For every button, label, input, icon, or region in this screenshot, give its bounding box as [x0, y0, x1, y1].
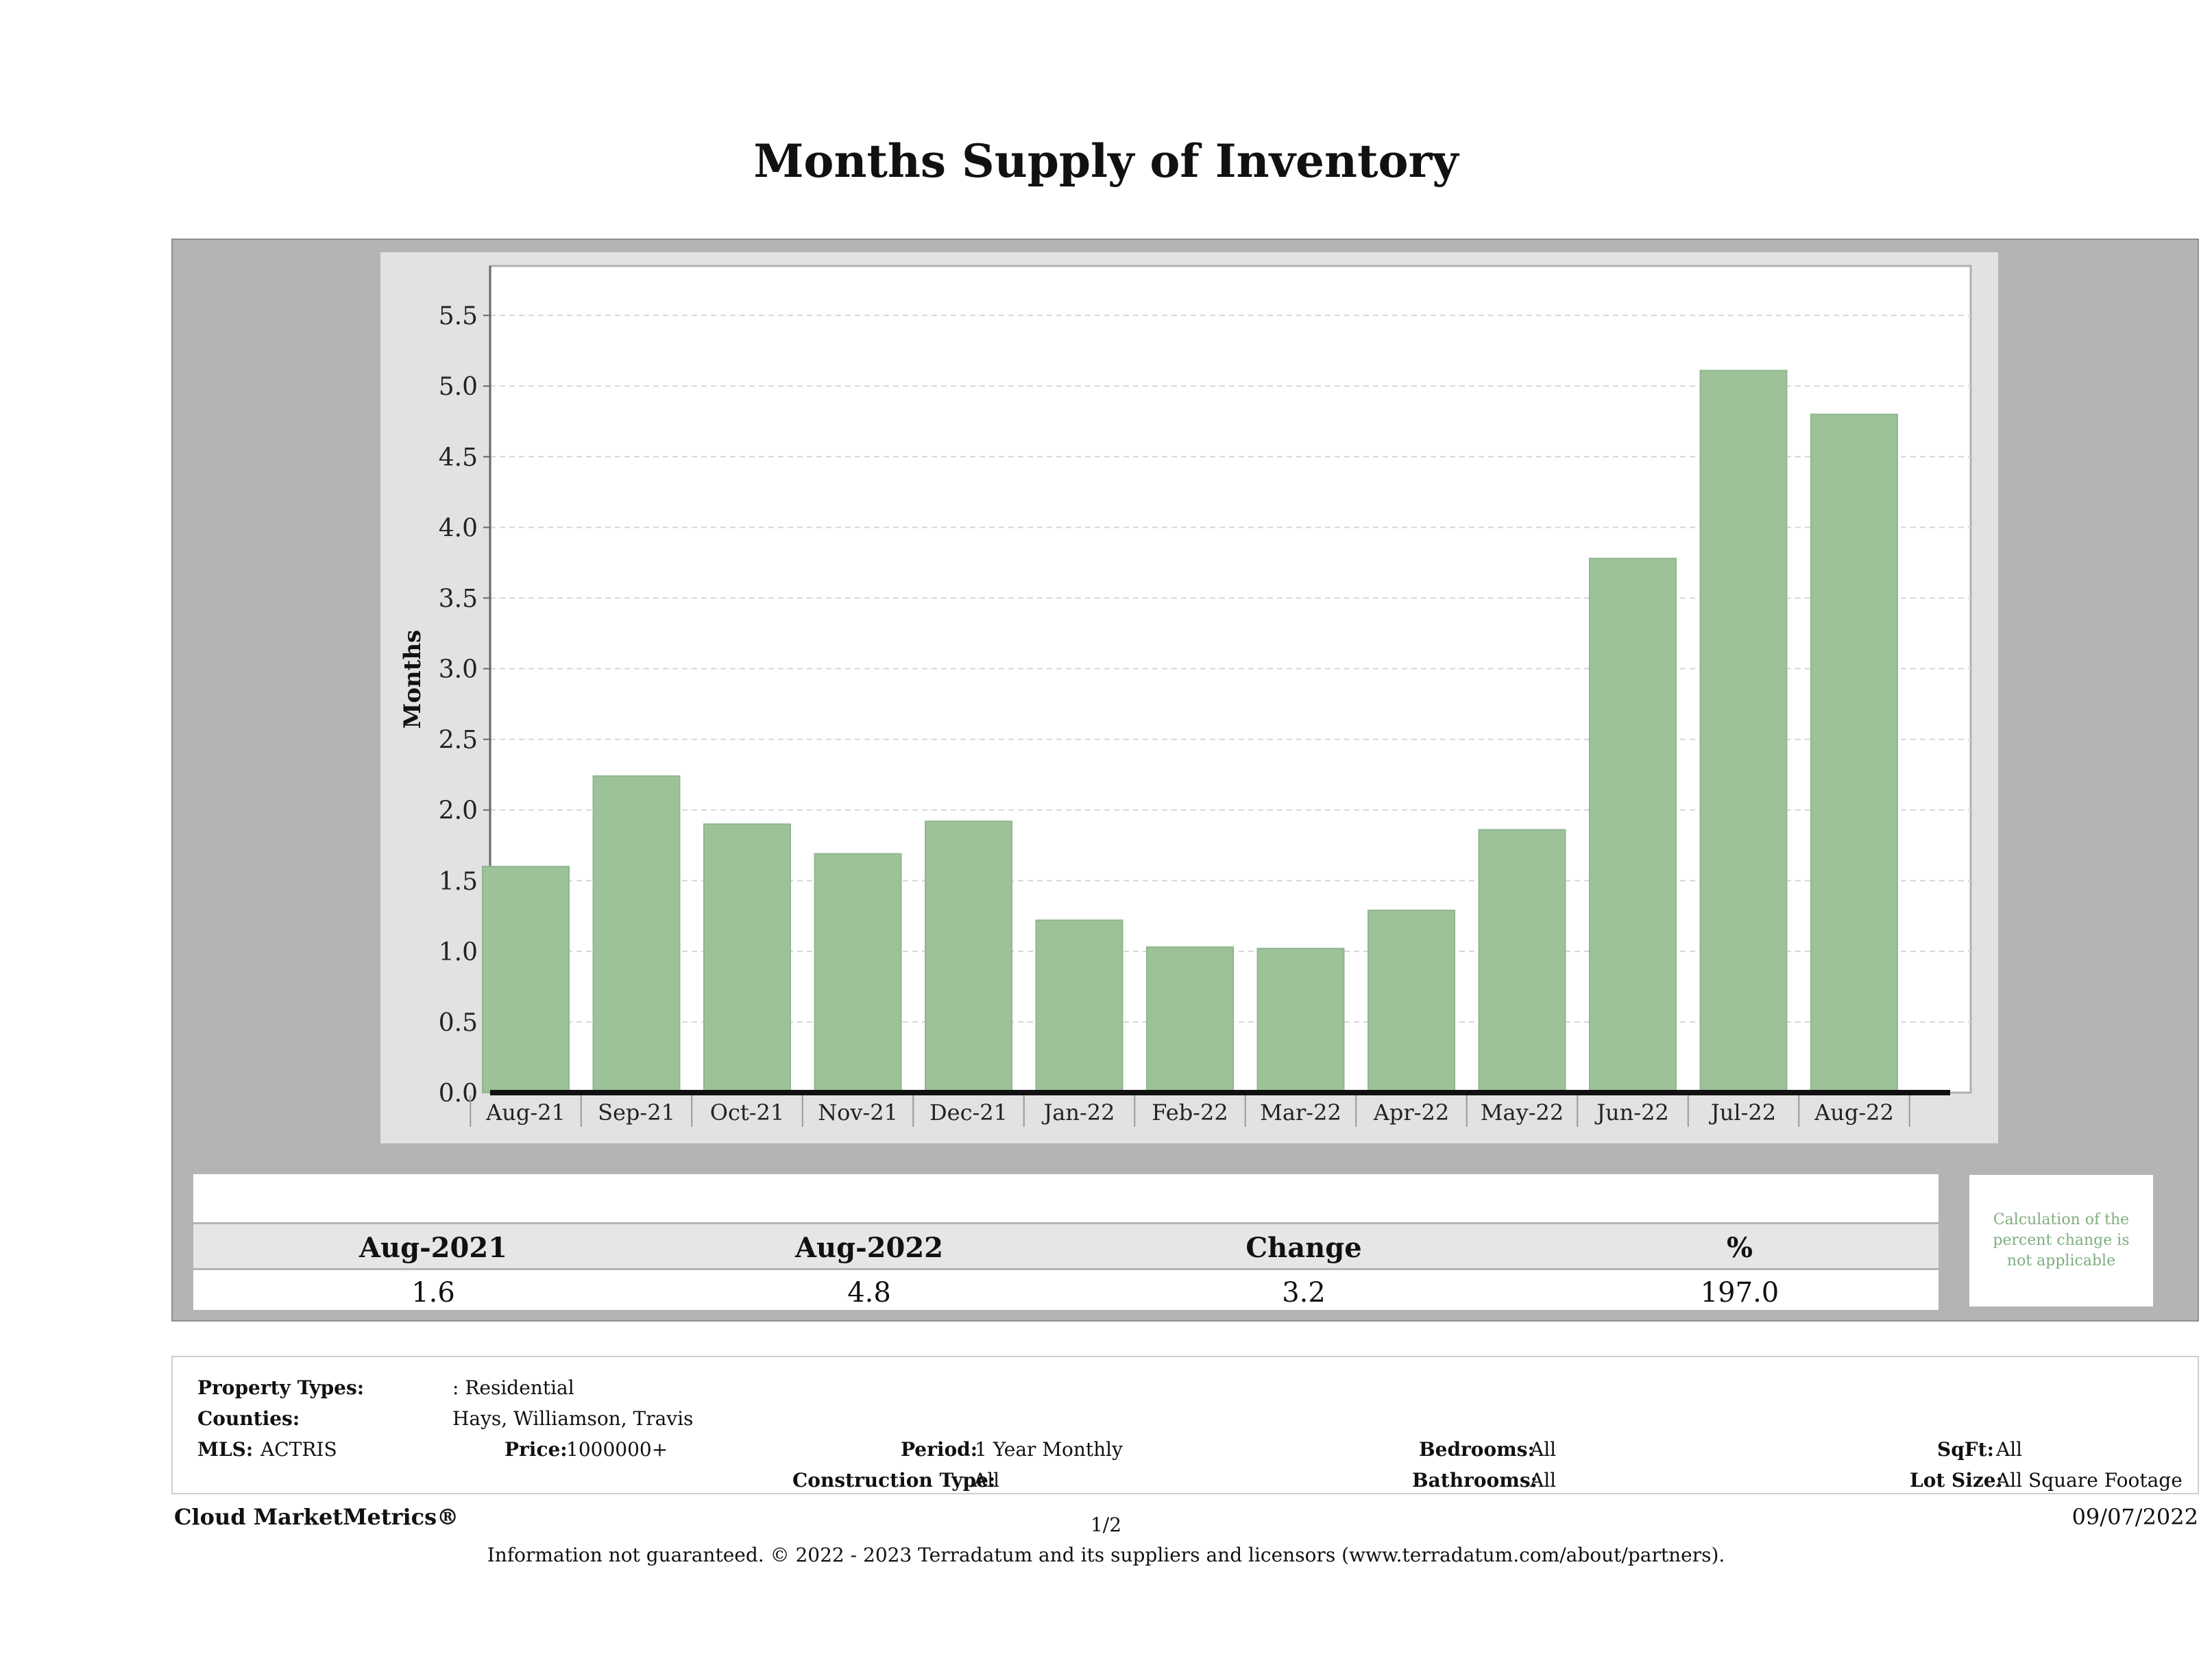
bar	[925, 820, 1012, 1094]
y-tick-label: 0.5	[439, 1009, 478, 1037]
x-tick-label: Jan-22	[1041, 1099, 1115, 1126]
percent-note: Calculation of the percent change is not…	[1993, 1211, 2130, 1269]
bar	[1478, 829, 1566, 1093]
stat-value-end: 4.8	[847, 1277, 891, 1309]
stat-header-start: Aug-2021	[358, 1232, 507, 1264]
price-value: 1000000+	[566, 1438, 668, 1461]
stats-header-row	[193, 1224, 1938, 1268]
sqft-label: SqFt:	[1937, 1438, 1994, 1461]
x-tick-label: Oct-21	[710, 1099, 785, 1126]
bar	[1368, 910, 1455, 1093]
bar	[1810, 413, 1898, 1093]
period-label: Period:	[901, 1438, 978, 1461]
percent-note-box: Calculation of the percent change is not…	[1969, 1175, 2153, 1306]
report-date: 09/07/2022	[2071, 1504, 2198, 1530]
y-tick-label: 0.0	[439, 1080, 478, 1108]
y-tick-label: 1.5	[439, 868, 478, 896]
construction-value: All	[973, 1469, 1000, 1492]
stat-header-percent: %	[1726, 1232, 1753, 1264]
x-tick-label: Sep-21	[598, 1099, 675, 1126]
bathrooms-value: All	[1530, 1469, 1557, 1492]
x-tick-label: May-22	[1481, 1099, 1564, 1126]
stats-top-row	[193, 1174, 1938, 1222]
y-tick-label: 5.5	[439, 302, 478, 330]
y-tick-label: 3.5	[439, 585, 478, 613]
sqft-value: All	[1996, 1438, 2023, 1461]
stat-header-change: Change	[1245, 1232, 1362, 1264]
bar-chart: 0.0 0.5 1.0 1.5 2.0 2.5 3.0 3.5 4.0 4.5 5.0 5.5 Mont…	[399, 265, 1972, 1127]
stat-value-start: 1.6	[411, 1277, 455, 1309]
y-tick-label: 2.0	[439, 797, 478, 825]
stat-value-change: 3.2	[1282, 1277, 1326, 1309]
search-criteria: Property Types: : Residential Counties: …	[171, 1356, 2199, 1494]
x-tick-label: Dec-21	[929, 1099, 1008, 1126]
lot-size-label: Lot Size:	[1910, 1469, 2003, 1492]
property-types-value: : Residential	[452, 1376, 574, 1399]
bar	[814, 853, 902, 1093]
page-number: 1/2	[1090, 1513, 1122, 1536]
bar	[1699, 369, 1788, 1094]
y-tick-label: 4.0	[439, 514, 478, 542]
disclaimer: Information not guaranteed. © 2022 - 202…	[487, 1544, 1725, 1566]
x-tick-label: Nov-21	[818, 1099, 898, 1126]
construction-label: Construction Type:	[792, 1469, 996, 1492]
summary-stats: Aug-2021 Aug-2022 Change % 1.6 4.8 3.2 1…	[193, 1174, 1938, 1310]
counties-value: Hays, Williamson, Travis	[452, 1407, 694, 1430]
bar	[1256, 947, 1345, 1093]
stat-value-percent: 197.0	[1700, 1277, 1779, 1309]
y-tick-label: 1.0	[439, 938, 478, 966]
bar	[1035, 919, 1123, 1093]
stat-header-end: Aug-2022	[794, 1232, 943, 1264]
stats-value-row	[193, 1270, 1938, 1310]
mls-label: MLS:	[197, 1438, 254, 1461]
bar	[1589, 557, 1677, 1093]
bedrooms-label: Bedrooms:	[1419, 1438, 1535, 1461]
brand-name: Cloud MarketMetrics®	[174, 1504, 459, 1530]
y-axis-label: Months	[399, 630, 426, 729]
y-tick-label: 5.0	[439, 373, 478, 401]
x-tick-label: Aug-21	[485, 1099, 566, 1126]
x-tick-label: Jul-22	[1709, 1099, 1776, 1126]
x-tick-label: Feb-22	[1152, 1099, 1228, 1126]
bar	[592, 775, 681, 1093]
property-types-label: Property Types:	[197, 1376, 365, 1399]
y-tick-label: 2.5	[439, 727, 478, 755]
x-tick-label: Mar-22	[1260, 1099, 1341, 1126]
counties-label: Counties:	[197, 1407, 300, 1430]
period-value: 1 Year Monthly	[975, 1438, 1123, 1461]
bar	[482, 866, 570, 1094]
bar	[703, 823, 791, 1093]
x-tick-label: Aug-22	[1814, 1099, 1894, 1126]
mls-value: ACTRIS	[260, 1438, 337, 1461]
bedrooms-value: All	[1530, 1438, 1557, 1461]
x-tick-label: Jun-22	[1594, 1099, 1669, 1126]
price-label: Price:	[505, 1438, 568, 1461]
y-tick-label: 3.0	[439, 656, 478, 684]
x-tick-label: Apr-22	[1373, 1099, 1449, 1126]
page-title: Months Supply of Inventory	[753, 134, 1459, 188]
lot-size-value: All Square Footage	[1996, 1469, 2183, 1492]
y-tick-label: 4.5	[439, 443, 478, 472]
bathrooms-label: Bathrooms:	[1412, 1469, 1538, 1492]
bar	[1146, 946, 1234, 1094]
